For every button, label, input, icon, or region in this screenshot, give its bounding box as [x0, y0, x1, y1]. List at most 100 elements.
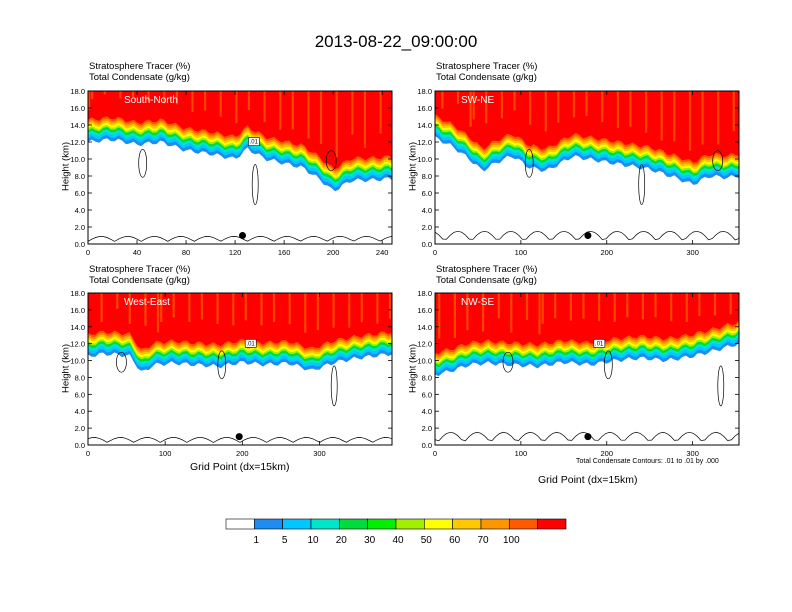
tracer-streak	[147, 91, 150, 101]
colorbar-label: 10	[307, 535, 319, 546]
condensate-contour	[603, 350, 613, 380]
tracer-streak	[510, 293, 513, 333]
colorbar-label: 1	[253, 535, 260, 546]
y-tick-label: 4.0	[422, 206, 432, 215]
tracer-streak	[469, 91, 472, 127]
y-tick-label: 12.0	[70, 138, 85, 147]
x-tick-label: 40	[133, 248, 141, 257]
tracer-streak	[729, 293, 732, 315]
panel-1-plot: .01	[88, 91, 392, 244]
colorbar-label: 30	[364, 535, 376, 546]
y-tick-label: 4.0	[75, 206, 85, 215]
panel-4-line2: Total Condensate (g/kg)	[436, 275, 537, 286]
panel-3-line1: Stratosphere Tracer (%)	[89, 264, 191, 275]
colorbar-box	[423, 518, 453, 530]
tracer-streak	[641, 293, 644, 320]
panel-4: .01 NW-SE 0.0 2.0 4.0 6.0 8.0 10.0 12.0 14.0 16.0 1…	[417, 289, 740, 458]
panel-2-plot	[435, 91, 739, 244]
panel-3-plot: .01	[88, 293, 392, 445]
tracer-streak	[654, 293, 657, 318]
tracer-streak	[388, 293, 392, 319]
tracer-streak	[175, 91, 178, 105]
tracer-streak	[525, 293, 529, 321]
tracer-streak	[376, 293, 379, 324]
colorbar-box	[225, 518, 255, 530]
panel-title: South-North	[124, 95, 178, 106]
contour-label-box	[244, 339, 257, 348]
y-tick-label: 0.0	[75, 240, 85, 249]
y-tick-label: 8.0	[422, 172, 432, 181]
panel-2-header: Stratosphere Tracer (%) Total Condensate…	[436, 61, 537, 83]
tracer-streak	[466, 293, 469, 331]
x-tick-label: 240	[376, 248, 389, 257]
tracer-streak	[232, 293, 235, 326]
x-tick-label: 100	[515, 449, 528, 458]
tracer-streak	[626, 293, 629, 318]
panel-2-ylabel: Height (km)	[407, 141, 419, 192]
tracer-streak	[601, 91, 604, 123]
location-marker	[239, 232, 246, 239]
tracer-streak	[131, 91, 135, 98]
tracer-streak	[660, 91, 663, 141]
tracer-streak	[685, 293, 688, 322]
terrain-contour	[88, 437, 392, 443]
tracer-streak	[670, 293, 673, 322]
colorbar-label: 100	[502, 535, 520, 546]
colorbar-box	[480, 518, 510, 530]
condensate-contour	[638, 164, 646, 205]
tracer-streak	[307, 91, 310, 139]
tracer-streak	[128, 293, 131, 324]
plot-frame	[87, 90, 393, 245]
x-tick-label: 80	[182, 248, 190, 257]
x-tick-label: 300	[686, 449, 699, 458]
x-tick-label: 0	[86, 248, 90, 257]
tracer-streak	[497, 293, 500, 319]
y-tick-label: 10.0	[70, 155, 85, 164]
tracer-streak	[247, 91, 250, 110]
y-tick-label: 2.0	[75, 424, 85, 433]
tracer-streak	[513, 91, 516, 111]
tracer-streak	[263, 91, 266, 123]
contour-label: .01	[250, 140, 259, 146]
plot-frame	[434, 292, 740, 446]
x-tick-label: 160	[278, 248, 291, 257]
tracer-streak	[529, 91, 532, 125]
condensate-contour	[502, 351, 514, 373]
tracer-streak	[456, 91, 460, 104]
condensate-contour	[330, 365, 338, 407]
tracer-streak	[116, 293, 119, 309]
colorbar-label: 5	[281, 535, 288, 546]
x-tick-label: 200	[327, 248, 340, 257]
tracer-streak	[438, 293, 441, 339]
tracer-streak	[363, 91, 366, 148]
tracer-streak	[572, 91, 576, 118]
panel-4-ylabel: Height (km)	[407, 343, 419, 394]
tracer-streak	[441, 91, 444, 109]
x-tick-label: 200	[600, 248, 613, 257]
tracer-streak	[335, 91, 338, 158]
tracer-band-0	[88, 91, 392, 170]
figure-title: 2013-08-22_09:00:00	[314, 32, 478, 51]
contour-label: .01	[246, 341, 255, 347]
condensate-contour	[251, 164, 259, 205]
tracer-streak	[379, 91, 382, 134]
colorbar-box	[395, 518, 425, 530]
terrain-contour	[435, 230, 739, 241]
x-tick-label: 200	[236, 449, 249, 458]
tracer-streak	[629, 91, 632, 127]
tracer-streak	[360, 293, 363, 323]
location-marker	[584, 433, 592, 441]
y-tick-label: 14.0	[70, 121, 85, 130]
panel-3-xlabel: Grid Point (dx=15km)	[190, 461, 290, 473]
condensate-contour	[325, 150, 337, 172]
tracer-streak	[200, 293, 203, 320]
panel-2-line2: Total Condensate (g/kg)	[436, 72, 537, 83]
y-tick-label: 16.0	[70, 306, 85, 315]
colorbar-box	[452, 518, 482, 530]
colorbar-label: 40	[392, 535, 404, 546]
tracer-streak	[188, 293, 191, 322]
tracer-streak	[216, 293, 219, 324]
x-tick-label: 100	[159, 449, 172, 458]
y-tick-label: 12.0	[417, 340, 432, 349]
